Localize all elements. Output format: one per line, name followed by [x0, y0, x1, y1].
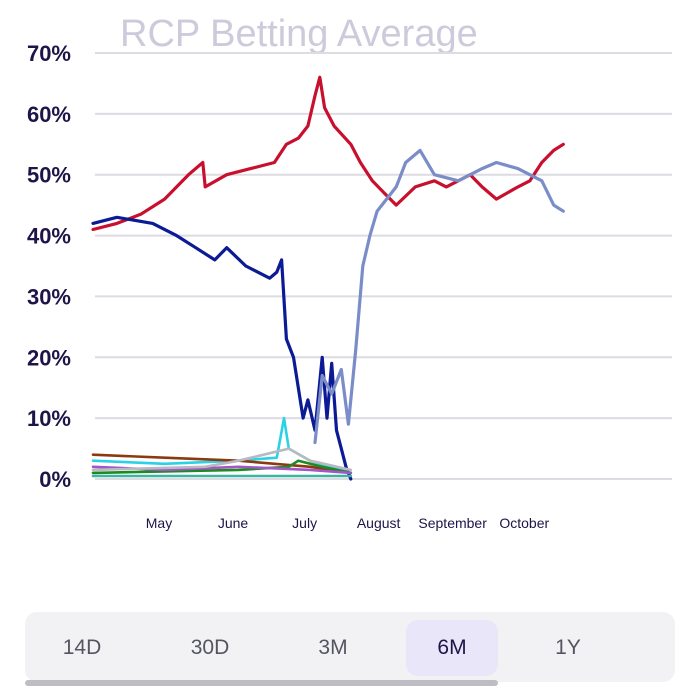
series-lines	[91, 75, 565, 481]
y-tick-label: 70%	[27, 41, 71, 66]
tab-3m[interactable]: 3M	[318, 636, 348, 659]
y-tick-label: 50%	[27, 163, 71, 188]
series-line-8	[91, 447, 353, 472]
tab-6m[interactable]: 6M	[406, 620, 498, 676]
time-range-tabs: 14D 30D 3M 6M 1Y M	[25, 612, 675, 682]
x-tick-label: July	[292, 515, 317, 531]
gridlines	[95, 52, 672, 480]
x-tick-label: August	[357, 515, 401, 531]
tab-scrollbar[interactable]	[25, 680, 498, 686]
x-tick-label: May	[146, 515, 172, 531]
chart-title: RCP Betting Average	[120, 13, 478, 55]
betting-average-chart: RCP Betting Average 0% 10% 20% 30% 40% 50% 60%…	[27, 13, 672, 531]
y-tick-label: 60%	[27, 102, 71, 127]
y-tick-label: 0%	[39, 467, 71, 492]
x-tick-label: June	[218, 515, 249, 531]
x-axis-ticks: May June July August September October	[146, 515, 550, 531]
series-line-1	[91, 75, 565, 232]
y-tick-label: 30%	[27, 284, 71, 309]
x-tick-label: October	[499, 515, 549, 531]
y-tick-label: 40%	[27, 224, 71, 249]
series-line-2	[91, 215, 353, 481]
y-tick-label: 10%	[27, 406, 71, 431]
y-axis-ticks: 0% 10% 20% 30% 40% 50% 60% 70%	[27, 41, 71, 492]
y-tick-label: 20%	[27, 345, 71, 370]
tab-14d[interactable]: 14D	[62, 636, 102, 659]
series-line-6	[91, 459, 353, 475]
tab-1y[interactable]: 1Y	[555, 636, 581, 659]
series-line-3	[313, 148, 565, 445]
tab-max[interactable]: M	[650, 620, 675, 676]
tab-30d[interactable]: 30D	[190, 636, 230, 659]
x-tick-label: September	[418, 515, 487, 531]
